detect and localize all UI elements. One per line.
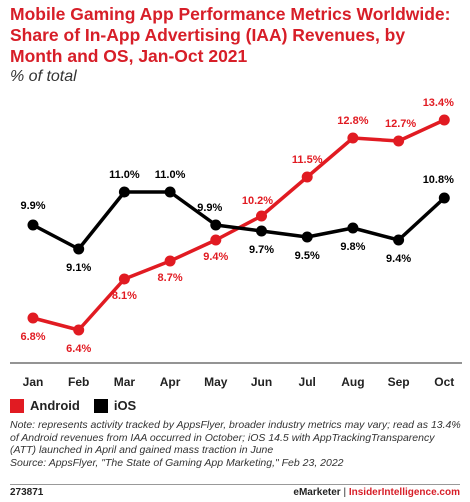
footer-brand: eMarketer | InsiderIntelligence.com (293, 487, 460, 498)
data-point-ios-sep (393, 234, 405, 246)
data-label-ios-may: 9.9% (197, 202, 222, 214)
x-tick-label-feb: Feb (68, 375, 89, 389)
data-label-android-may: 9.4% (203, 251, 228, 263)
data-point-android-feb (73, 324, 85, 336)
series-line-android (32, 118, 446, 332)
brand-separator: | (343, 487, 347, 498)
chart-title: Mobile Gaming App Performance Metrics Wo… (10, 4, 451, 66)
data-label-ios-sep: 9.4% (386, 253, 411, 265)
data-point-android-sep (393, 135, 405, 147)
data-label-android-aug: 12.8% (337, 115, 368, 127)
x-tick-label-jun: Jun (251, 375, 272, 389)
data-point-android-oct (438, 114, 450, 126)
data-label-ios-jan: 9.9% (20, 200, 45, 212)
legend-label-ios: iOS (113, 398, 137, 413)
data-point-android-jul (301, 171, 313, 183)
data-point-ios-aug (347, 222, 359, 234)
x-tick-label-mar: Mar (114, 375, 136, 389)
chart-subtitle: % of total (10, 68, 77, 85)
data-label-android-sep: 12.7% (385, 118, 416, 130)
footnote: Note: represents activity tracked by App… (10, 419, 462, 469)
data-point-ios-jul (301, 231, 313, 243)
data-point-ios-apr (164, 186, 176, 198)
brand-insiderintelligence: InsiderIntelligence.com (348, 487, 460, 498)
data-point-android-jun (256, 210, 267, 222)
series-line-ios (32, 190, 446, 251)
legend-item-android: Android (10, 398, 80, 413)
x-tick-label-sep: Sep (388, 375, 410, 389)
data-point-android-mar (118, 273, 130, 285)
data-label-ios-mar: 11.0% (109, 169, 140, 181)
legend-label-android: Android (30, 398, 80, 413)
x-tick-label-jan: Jan (23, 375, 44, 389)
data-label-ios-jun: 9.7% (249, 244, 274, 256)
data-point-android-apr (164, 255, 176, 267)
legend-swatch-android (10, 398, 24, 413)
data-label-ios-feb: 9.1% (66, 262, 91, 274)
source-text: Source: AppsFlyer, "The State of Gaming … (10, 456, 344, 469)
data-label-ios-jul: 9.5% (295, 250, 320, 262)
data-label-android-mar: 8.1% (112, 290, 137, 302)
x-tick-label-apr: Apr (160, 375, 181, 389)
line-chart: Jan Feb Mar Apr May Jun Jul Aug Sep Oct 6.8% 6.4% 8… (10, 97, 462, 389)
data-point-ios-jun (256, 225, 267, 237)
x-tick-label-may: May (204, 375, 228, 389)
data-label-android-apr: 8.7% (158, 272, 183, 284)
data-label-ios-aug: 9.8% (340, 241, 365, 253)
brand-emarketer: eMarketer (293, 487, 341, 498)
data-label-ios-apr: 11.0% (155, 169, 186, 181)
legend-item-ios: iOS (93, 398, 137, 413)
x-tick-label-oct: Oct (434, 375, 454, 389)
data-label-android-jun: 10.2% (242, 195, 273, 207)
legend-swatch-ios (93, 398, 108, 413)
x-tick-label-aug: Aug (341, 375, 364, 389)
data-point-ios-oct (438, 192, 450, 204)
data-label-android-jul: 11.5% (292, 154, 323, 166)
data-point-android-may (210, 234, 222, 246)
data-point-android-aug (347, 132, 359, 144)
data-label-ios-oct: 10.8% (423, 174, 454, 186)
note-text: Note: represents activity tracked by App… (10, 419, 461, 456)
legend: Android iOS (10, 398, 136, 413)
data-point-ios-mar (118, 186, 130, 198)
data-label-android-feb: 6.4% (66, 343, 91, 355)
data-label-android-oct: 13.4% (423, 97, 454, 109)
x-tick-label-jul: Jul (299, 375, 316, 389)
data-point-ios-may (210, 219, 222, 231)
footer-divider (10, 484, 460, 485)
chart-id: 273871 (10, 487, 44, 498)
data-point-ios-feb (73, 243, 85, 255)
data-label-android-jan: 6.8% (20, 331, 45, 343)
data-point-android-jan (27, 312, 39, 324)
data-point-ios-jan (27, 219, 39, 231)
